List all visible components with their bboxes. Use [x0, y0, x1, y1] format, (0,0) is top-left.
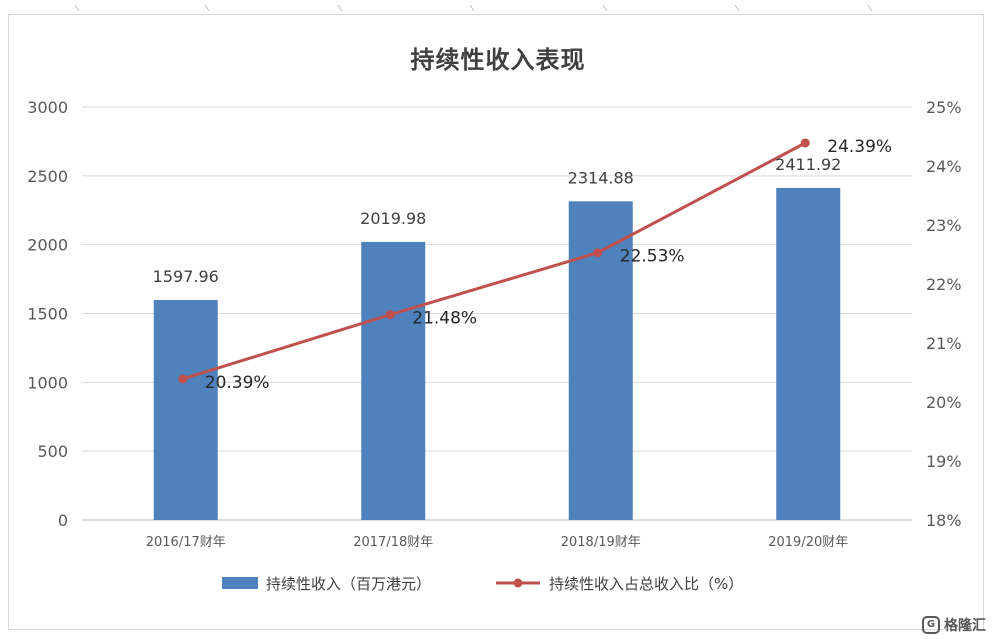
legend-bar-label: 持续性收入（百万港元）: [266, 575, 431, 593]
left-tick-label: 500: [37, 442, 68, 461]
line-point: [593, 248, 603, 258]
right-axis: 18% 19% 20% 21% 22% 23% 24% 25%: [926, 98, 962, 530]
right-tick-label: 18%: [926, 511, 962, 530]
bar: [153, 300, 218, 520]
line-point: [800, 138, 810, 148]
line-value-label: 20.39%: [205, 373, 270, 393]
right-tick-label: 22%: [926, 275, 962, 294]
category-label: 2016/17财年: [146, 535, 226, 550]
left-tick-label: 2500: [27, 167, 68, 186]
left-tick-label: 3000: [27, 98, 68, 117]
left-axis: 0 500 1000 1500 2000 2500 3000: [27, 98, 68, 530]
bar-value-label: 1597.96: [153, 267, 219, 286]
right-tick-label: 24%: [926, 157, 962, 176]
right-tick-label: 20%: [926, 393, 962, 412]
line-path: [182, 141, 806, 381]
bar: [776, 187, 841, 520]
right-tick-label: 25%: [926, 98, 962, 117]
data-labels: 1597.96 2019.98 2314.88 2411.92 20.39% 21.48%…: [153, 137, 892, 393]
left-tick-label: 0: [58, 511, 68, 530]
watermark-text: 格隆汇: [944, 618, 986, 634]
right-tick-label: 19%: [926, 452, 962, 471]
left-tick-label: 1500: [27, 305, 68, 324]
category-label: 2018/19财年: [561, 535, 641, 550]
category-label: 2017/18财年: [353, 535, 433, 550]
right-tick-label: 23%: [926, 216, 962, 235]
line-value-label: 24.39%: [827, 137, 892, 157]
legend: 持续性收入（百万港元） 持续性收入占总收入比（%）: [222, 575, 743, 593]
bar-value-label: 2019.98: [360, 209, 426, 228]
category-label: 2019/20财年: [768, 535, 848, 550]
watermark: G 格隆汇: [922, 615, 986, 635]
chart-title: 持续性收入表现: [410, 46, 586, 74]
bar-series: [153, 187, 841, 521]
line-series: [178, 138, 810, 384]
top-edge-marks: [0, 0, 996, 12]
line-value-label: 22.53%: [620, 247, 685, 267]
line-point: [385, 310, 395, 320]
watermark-logo-icon: G: [922, 616, 940, 634]
line-value-label: 21.48%: [412, 309, 477, 329]
left-tick-label: 2000: [27, 236, 68, 255]
legend-line-marker: [513, 578, 523, 588]
bar-value-label: 2314.88: [568, 168, 634, 187]
legend-line-label: 持续性收入占总收入比（%）: [549, 575, 743, 593]
category-axis: 2016/17财年 2017/18财年 2018/19财年 2019/20财年: [146, 535, 849, 550]
right-tick-label: 21%: [926, 334, 962, 353]
line-point: [178, 374, 188, 384]
bar: [361, 241, 426, 521]
gridlines: [82, 106, 912, 521]
left-tick-label: 1000: [27, 373, 68, 392]
bar-value-label: 2411.92: [775, 155, 841, 174]
legend-bar-swatch: [222, 577, 258, 589]
